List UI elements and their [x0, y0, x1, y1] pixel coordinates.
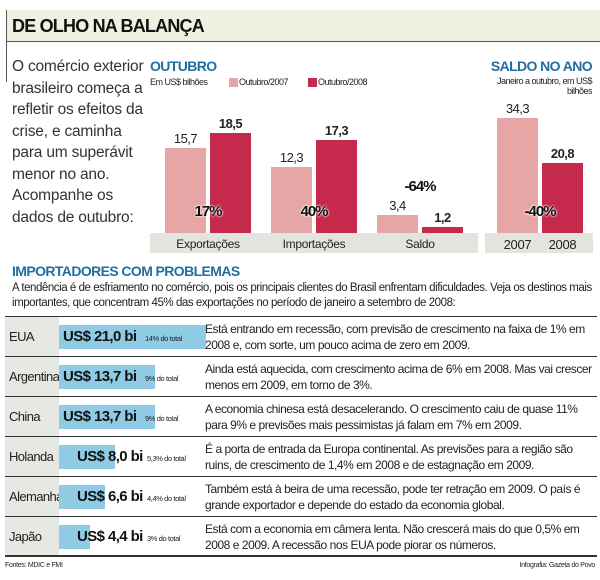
bar-2008 — [316, 139, 357, 233]
percent-change: 17% — [194, 203, 222, 220]
country-name: Holanda — [5, 437, 59, 476]
percent-change: 40% — [300, 203, 328, 220]
table-row: Argentina US$ 13,7 bi 9% do total Ainda est… — [5, 356, 597, 396]
share-label: 9% do total — [145, 374, 179, 383]
chart-title-saldo-no-ano: SALDO NO ANO — [490, 58, 593, 74]
intro-text: O comércio exterior brasileiro começa a … — [12, 58, 144, 226]
value-label: 18,5 — [218, 116, 243, 132]
row-description: A economia chinesa está desacelerando. O… — [205, 402, 578, 432]
value-label: US$ 13,7 bi — [63, 368, 137, 385]
value-label: 12,3 — [279, 149, 304, 165]
table-row: Holanda US$ 8,0 bi 5,3% do total É a porta … — [5, 436, 597, 476]
bar-2007 — [271, 166, 312, 233]
bar-2007 — [377, 214, 418, 233]
title-band — [6, 10, 600, 42]
value-label: 15,7 — [173, 131, 198, 147]
category-label: Importações — [282, 237, 346, 251]
legend-swatch-2007 — [229, 78, 238, 87]
credit: Infografia: Gazeta do Povo — [519, 562, 596, 569]
share-label: 5,3% do total — [147, 454, 186, 463]
divider — [5, 555, 597, 557]
legend-label-2007: Outubro/2007 — [239, 77, 289, 87]
value-label: US$ 6,6 bi — [77, 488, 143, 505]
chart-subtitle: Em US$ bilhões — [150, 77, 208, 87]
value-bar — [59, 445, 115, 469]
row-description: Está entrando em recessão, com previsão … — [205, 322, 585, 352]
row-description: É a porta de entrada da Europa continent… — [205, 442, 573, 472]
value-bar — [59, 525, 90, 549]
value-bar — [59, 365, 155, 389]
table-row: Alemanha US$ 6,6 bi 4,4% do total Também es… — [5, 476, 597, 516]
country-name: Argentina — [5, 357, 60, 396]
category-label: Exportações — [176, 237, 240, 251]
row-description: Está com a economia em câmera lenta. Não… — [205, 522, 580, 552]
percent-change: -64% — [404, 178, 436, 195]
share-label: 3% do total — [147, 534, 181, 543]
legend-label-2008: Outubro/2008 — [318, 77, 368, 87]
country-name: EUA — [5, 317, 59, 356]
row-description: Também está à beira de uma recessão, pod… — [205, 482, 581, 512]
table-row: China US$ 13,7 bi 9% do total A economia ch… — [5, 396, 597, 436]
bar-2008 — [210, 133, 251, 233]
chart-subtitle-saldo: Janeiro a outubro, em US$ bilhões — [496, 76, 593, 96]
value-label: 20,8 — [550, 146, 575, 162]
category-label: 2007 — [503, 237, 532, 252]
section-description: A tendência é de esfriamento no comércio… — [12, 282, 592, 309]
chart-title-outubro: OUTUBRO — [150, 58, 217, 74]
bar-2007 — [165, 148, 206, 233]
percent-change: -40% — [524, 203, 556, 220]
bar-2007 — [497, 117, 538, 233]
value-label: US$ 4,4 bi — [77, 528, 143, 545]
value-bar — [59, 485, 106, 509]
share-label: 9% do total — [145, 414, 179, 423]
value-bar — [59, 405, 155, 429]
value-label: US$ 13,7 bi — [63, 408, 137, 425]
table-row: EUA US$ 21,0 bi 14% do total Está entrando … — [5, 316, 597, 356]
value-label: US$ 8,0 bi — [77, 448, 143, 465]
legend-swatch-2008 — [308, 78, 317, 87]
sources: Fontes: MDIC e FMI — [5, 562, 63, 569]
bar-2008 — [422, 226, 463, 233]
bar-2008 — [542, 163, 583, 233]
page-title: DE OLHO NA BALANÇA — [12, 16, 205, 36]
category-label: Saldo — [405, 237, 435, 251]
value-label: 1,2 — [434, 209, 451, 225]
country-name: China — [5, 397, 59, 436]
value-label: US$ 21,0 bi — [63, 328, 137, 345]
category-strip-saldo — [485, 233, 593, 253]
country-name: Japão — [5, 517, 59, 556]
value-label: 34,3 — [505, 100, 530, 116]
category-strip — [150, 233, 478, 253]
share-label: 4,4% do total — [147, 494, 186, 503]
share-label: 14% do total — [145, 334, 182, 343]
row-description: Ainda está aquecida, com crescimento aci… — [205, 362, 592, 392]
value-bar — [59, 325, 206, 349]
value-label: 3,4 — [389, 197, 406, 213]
country-name: Alemanha — [5, 477, 63, 516]
category-label: 2008 — [548, 237, 577, 252]
divider — [6, 10, 7, 82]
table-row: Japão US$ 4,4 bi 3% do total Está com a eco… — [5, 516, 597, 556]
section-title-importers: IMPORTADORES COM PROBLEMAS — [12, 263, 240, 279]
value-label: 17,3 — [324, 122, 349, 138]
